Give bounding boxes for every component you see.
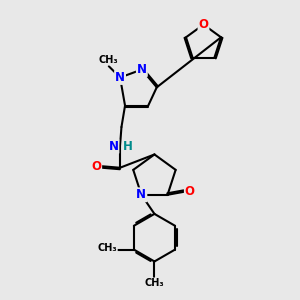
- Text: H: H: [123, 140, 133, 153]
- Text: N: N: [115, 71, 125, 84]
- Text: CH₃: CH₃: [145, 278, 164, 289]
- Text: CH₃: CH₃: [97, 243, 117, 253]
- Text: O: O: [91, 160, 101, 173]
- Text: O: O: [199, 18, 208, 31]
- Text: N: N: [136, 188, 146, 201]
- Text: N: N: [108, 140, 118, 153]
- Text: O: O: [185, 185, 195, 198]
- Text: CH₃: CH₃: [99, 55, 118, 64]
- Text: N: N: [137, 63, 147, 76]
